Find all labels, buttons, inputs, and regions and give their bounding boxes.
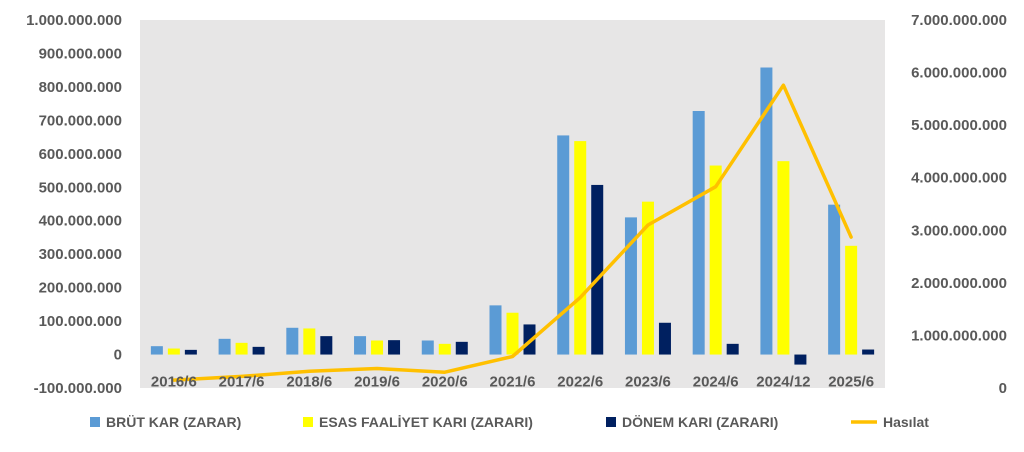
x-tick-label: 2016/6 xyxy=(151,374,197,391)
left-tick-label: 700.000.000 xyxy=(39,112,122,129)
right-tick-label: 3.000.000.000 xyxy=(911,222,1007,239)
bar-2 xyxy=(506,312,519,355)
left-tick-label: 100.000.000 xyxy=(39,313,122,330)
bar-1 xyxy=(760,67,773,355)
right-tick-label: 0 xyxy=(999,380,1007,397)
bar-2 xyxy=(709,165,722,355)
left-tick-label: -100.000.000 xyxy=(34,380,122,397)
bar-3 xyxy=(658,322,671,355)
bar-2 xyxy=(641,201,654,355)
bar-2 xyxy=(777,161,790,355)
legend: BRÜT KAR (ZARAR) ESAS FAALİYET KARI (ZARA… xyxy=(90,414,929,430)
x-tick-label: 2018/6 xyxy=(286,374,332,391)
bar-2 xyxy=(303,328,316,355)
right-tick-label: 4.000.000.000 xyxy=(911,170,1007,187)
right-tick-label: 6.000.000.000 xyxy=(911,65,1007,82)
bar-1 xyxy=(421,340,434,355)
line-layer xyxy=(172,83,853,382)
right-tick-label: 5.000.000.000 xyxy=(911,117,1007,134)
x-axis-ticks: 2016/6 2017/6 2018/6 2019/6 2020/6 2021/6 2022… xyxy=(151,374,874,391)
line-hasilat xyxy=(172,83,853,382)
left-tick-label: 300.000.000 xyxy=(39,246,122,263)
right-tick-label: 1.000.000.000 xyxy=(911,327,1007,344)
x-tick-label: 2022/6 xyxy=(557,374,603,391)
bar-2 xyxy=(235,342,248,355)
bar-3 xyxy=(252,346,265,355)
bar-3 xyxy=(388,340,401,355)
left-tick-label: 800.000.000 xyxy=(39,79,122,96)
bar-1 xyxy=(150,346,163,355)
left-axis-ticks: -100.000.000 0 100.000.000 200.000.000 300.0… xyxy=(26,12,122,397)
left-tick-label: 900.000.000 xyxy=(39,45,122,62)
bar-1 xyxy=(354,336,367,355)
legend-swatch xyxy=(90,417,100,427)
bars-layer xyxy=(150,67,875,365)
right-tick-label: 2.000.000.000 xyxy=(911,275,1007,292)
bar-2 xyxy=(574,141,587,355)
bar-1 xyxy=(557,135,570,355)
x-tick-label: 2025/6 xyxy=(828,374,874,391)
right-tick-label: 7.000.000.000 xyxy=(911,12,1007,29)
left-tick-label: 1.000.000.000 xyxy=(26,12,122,29)
bar-2 xyxy=(438,343,451,355)
x-tick-label: 2023/6 xyxy=(625,374,671,391)
legend-label: Hasılat xyxy=(883,414,929,430)
bar-1 xyxy=(489,305,502,355)
legend-swatch xyxy=(606,417,616,427)
bar-2 xyxy=(167,348,180,355)
bar-1 xyxy=(692,110,705,355)
x-tick-label: 2024/6 xyxy=(693,374,739,391)
bar-1 xyxy=(828,204,841,355)
right-axis-ticks: 0 1.000.000.000 2.000.000.000 3.000.000.000… xyxy=(911,12,1007,397)
bar-3 xyxy=(591,184,604,355)
bar-3 xyxy=(794,354,807,365)
left-tick-label: 500.000.000 xyxy=(39,179,122,196)
left-tick-label: 200.000.000 xyxy=(39,280,122,297)
x-tick-label: 2017/6 xyxy=(219,374,265,391)
legend-label: BRÜT KAR (ZARAR) xyxy=(106,414,241,430)
left-tick-label: 400.000.000 xyxy=(39,213,122,230)
x-tick-label: 2024/12 xyxy=(756,374,810,391)
bar-2 xyxy=(845,245,858,355)
legend-label: ESAS FAALİYET KARI (ZARARI) xyxy=(319,414,533,430)
bar-1 xyxy=(286,327,299,355)
left-tick-label: 600.000.000 xyxy=(39,146,122,163)
legend-label: DÖNEM KARI (ZARARI) xyxy=(622,414,778,430)
bar-1 xyxy=(218,338,231,355)
bar-3 xyxy=(184,349,197,355)
bar-1 xyxy=(624,217,637,355)
bar-3 xyxy=(455,341,468,355)
legend-swatch xyxy=(303,417,313,427)
left-tick-label: 0 xyxy=(114,347,122,364)
x-tick-label: 2021/6 xyxy=(490,374,536,391)
bar-3 xyxy=(862,349,875,355)
bar-3 xyxy=(320,336,333,355)
x-tick-label: 2019/6 xyxy=(354,374,400,391)
bar-3 xyxy=(726,343,739,355)
bar-2 xyxy=(371,340,384,355)
x-tick-label: 2020/6 xyxy=(422,374,468,391)
